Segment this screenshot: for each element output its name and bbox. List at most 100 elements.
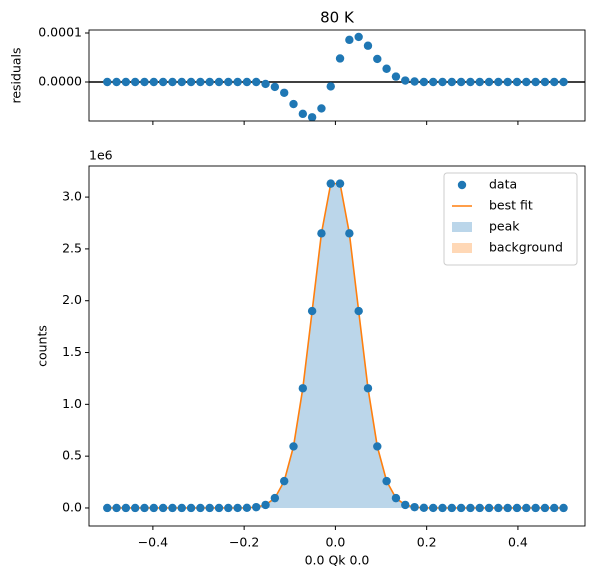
y-tick-label: 0.0 (62, 499, 82, 514)
data-point (299, 384, 307, 392)
data-point (103, 78, 111, 86)
offset-label: 1e6 (89, 148, 113, 163)
data-point (122, 78, 130, 86)
data-point (345, 36, 353, 44)
legend-label: peak (489, 219, 520, 234)
x-tick-label: 0.2 (417, 535, 437, 550)
y-tick-label: 3.0 (62, 189, 82, 204)
data-point (513, 504, 521, 512)
data-point (289, 100, 297, 108)
data-point (513, 78, 521, 86)
data-point (327, 82, 335, 90)
data-point (410, 77, 418, 85)
data-point (448, 78, 456, 86)
data-point (476, 504, 484, 512)
data-point (373, 442, 381, 450)
legend-patch (452, 222, 472, 232)
data-point (187, 504, 195, 512)
data-point (429, 504, 437, 512)
data-point (112, 504, 120, 512)
y-tick-label: 2.0 (62, 292, 82, 307)
data-point (336, 54, 344, 62)
legend-patch (452, 243, 472, 253)
data-point (504, 504, 512, 512)
data-point (280, 89, 288, 97)
data-point (345, 229, 353, 237)
data-point (233, 78, 241, 86)
data-point (373, 55, 381, 63)
data-point (401, 76, 409, 84)
data-point (112, 78, 120, 86)
data-point (159, 78, 167, 86)
data-point (243, 78, 251, 86)
legend-label: data (489, 177, 517, 192)
data-point (317, 104, 325, 112)
data-point (187, 78, 195, 86)
data-point (327, 179, 335, 187)
data-point (550, 78, 558, 86)
data-point (140, 78, 148, 86)
data-point (205, 504, 213, 512)
y-axis-label: residuals (9, 47, 24, 103)
legend-label: best fit (489, 198, 533, 213)
data-point (531, 78, 539, 86)
data-point (168, 504, 176, 512)
data-point (559, 78, 567, 86)
data-point (317, 229, 325, 237)
legend-label: background (489, 240, 563, 255)
data-point (494, 78, 502, 86)
data-point (420, 78, 428, 86)
x-tick-label: 0.0 (325, 535, 345, 550)
data-point (150, 78, 158, 86)
data-point (392, 494, 400, 502)
y-tick-label: 1.0 (62, 396, 82, 411)
data-point (308, 307, 316, 315)
data-point (159, 504, 167, 512)
data-point (122, 504, 130, 512)
data-point (150, 504, 158, 512)
x-tick-label: −0.2 (229, 535, 259, 550)
data-point (559, 504, 567, 512)
data-point (466, 504, 474, 512)
data-point (261, 80, 269, 88)
data-point (382, 65, 390, 73)
y-tick-label: 2.5 (62, 240, 82, 255)
data-point (140, 504, 148, 512)
data-point (354, 33, 362, 41)
data-point (541, 78, 549, 86)
data-point (541, 504, 549, 512)
data-point (392, 72, 400, 80)
data-point (131, 78, 139, 86)
x-axis-label: 0.0 Qk 0.0 (305, 553, 370, 568)
data-point (401, 501, 409, 509)
data-point (215, 78, 223, 86)
data-point (103, 504, 111, 512)
data-point (485, 78, 493, 86)
y-axis-label: counts (35, 325, 50, 367)
data-point (178, 78, 186, 86)
data-point (196, 78, 204, 86)
data-point (224, 78, 232, 86)
y-tick-label: 0.0001 (38, 24, 82, 39)
data-point (224, 504, 232, 512)
data-point (382, 477, 390, 485)
data-point (448, 504, 456, 512)
data-point (457, 504, 465, 512)
data-point (410, 503, 418, 511)
data-point (531, 504, 539, 512)
data-point (364, 384, 372, 392)
data-point (271, 83, 279, 91)
data-point (457, 78, 465, 86)
y-tick-label: 0.0000 (38, 73, 82, 88)
x-tick-label: 0.4 (508, 535, 528, 550)
data-point (252, 503, 260, 511)
data-point (131, 504, 139, 512)
data-point (168, 78, 176, 86)
data-point (550, 504, 558, 512)
chart-title: 80 K (320, 9, 355, 27)
data-point (252, 78, 260, 86)
data-point (178, 504, 186, 512)
data-point (215, 504, 223, 512)
data-point (243, 504, 251, 512)
